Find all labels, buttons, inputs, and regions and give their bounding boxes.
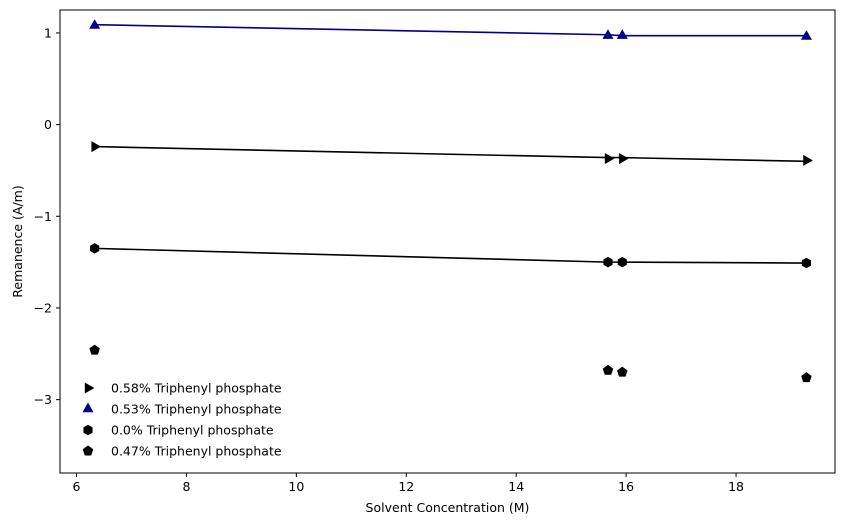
data-point [801, 372, 812, 383]
y-tick-label: −3 [34, 392, 52, 407]
fit-line [94, 23, 807, 37]
legend-marker [83, 424, 93, 436]
legend-marker [82, 402, 94, 413]
data-point [91, 141, 102, 153]
data-point [617, 256, 627, 268]
data-point [602, 364, 614, 375]
x-tick-label: 10 [288, 479, 304, 494]
legend-marker [84, 382, 95, 394]
x-tick-label: 8 [182, 479, 190, 494]
data-point [89, 19, 101, 29]
plot-background [60, 10, 835, 473]
y-tick-label: 0 [44, 117, 52, 132]
y-tick-label: 1 [44, 25, 52, 40]
data-point [604, 152, 615, 165]
legend: 0.58% Triphenyl phosphate 0.53% Triphenyl… [82, 381, 282, 459]
data-point [800, 30, 812, 40]
legend-label: 0.47% Triphenyl phosphate [111, 444, 282, 459]
x-tick-label: 18 [728, 479, 744, 494]
legend-label: 0.53% Triphenyl phosphate [111, 402, 282, 417]
x-tick-label: 16 [618, 479, 634, 494]
x-tick-label: 12 [398, 479, 414, 494]
y-tick-label: −1 [34, 209, 52, 224]
data-point [603, 256, 613, 268]
legend-label: 0.0% Triphenyl phosphate [111, 423, 274, 438]
fit-line [94, 247, 807, 264]
data-point [617, 366, 628, 377]
legend-marker [82, 445, 94, 456]
plot-frame [59, 9, 836, 474]
fit-lines [94, 23, 807, 264]
x-axis-label: Solvent Concentration (M) [366, 500, 530, 515]
y-axis-label: Remanence (A/m) [10, 185, 25, 297]
data-markers [89, 19, 813, 383]
data-point [619, 152, 629, 165]
x-axis-ticks: 6 8 10 12 14 16 18 [73, 473, 744, 494]
data-point [602, 29, 614, 39]
x-tick-label: 14 [508, 479, 524, 494]
data-point [89, 344, 100, 355]
y-axis-ticks: 1 0 −1 −2 −3 [34, 25, 60, 407]
fit-line [94, 145, 807, 163]
data-point [801, 257, 811, 269]
x-tick-label: 6 [73, 479, 81, 494]
legend-label: 0.58% Triphenyl phosphate [111, 381, 282, 396]
data-point [90, 243, 100, 254]
data-point [803, 154, 813, 166]
y-tick-label: −2 [34, 300, 52, 315]
data-point [616, 29, 628, 39]
